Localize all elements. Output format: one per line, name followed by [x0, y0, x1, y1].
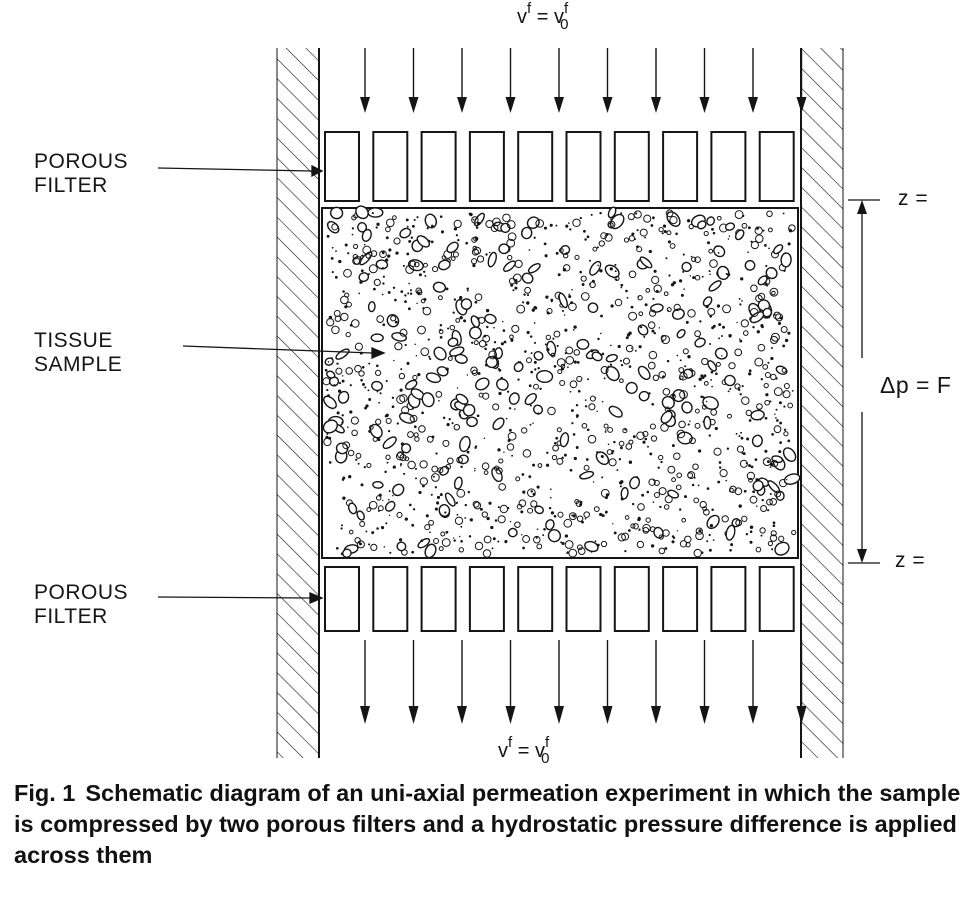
label-line-1: TISSUE [34, 329, 113, 352]
tissue-texture [322, 205, 801, 559]
flow-arrow [651, 640, 661, 724]
filter-pore [613, 131, 650, 202]
velocity-superscript: f [508, 734, 513, 751]
flow-arrow [554, 48, 564, 113]
bottom-velocity-label: vf = vf0 [498, 734, 549, 767]
tissue-sample-label: TISSUE SAMPLE [34, 329, 122, 377]
bottom-flow-arrows [360, 640, 807, 724]
caption-text: Schematic diagram of an uni-axial permea… [14, 780, 961, 868]
equals-sign: = [531, 6, 554, 28]
pressure-dimension [848, 199, 880, 564]
right-wall [800, 48, 844, 758]
velocity-superscript-rhs: f [544, 734, 550, 751]
label-line-1: POROUS [34, 150, 129, 173]
label-line-2: FILTER [34, 174, 108, 197]
leader-top-filter-head [311, 164, 324, 178]
filter-pore [468, 131, 505, 202]
label-line-1: POROUS [34, 581, 129, 604]
flow-arrow [699, 48, 710, 113]
leader-bottom-filter-head [309, 592, 324, 604]
top-flow-arrows [360, 48, 807, 113]
flow-arrow [360, 48, 370, 113]
permeation-diagram: vf = vf0 vf = vf0 POROUS FILTER TISSUE S… [34, 0, 952, 767]
porous-filter-top-label: POROUS FILTER [34, 150, 128, 198]
flow-arrow [748, 48, 758, 113]
filter-pore [662, 131, 699, 202]
velocity-symbol-rhs: v [534, 740, 545, 762]
filter-pore [420, 566, 457, 632]
filter-pore [710, 131, 747, 202]
filter-pore [468, 566, 505, 632]
velocity-superscript: f [527, 0, 532, 17]
flow-arrow [457, 48, 467, 113]
filter-pore [710, 566, 747, 632]
flow-arrow [457, 640, 467, 724]
filter-pore [372, 566, 409, 632]
filter-pore [758, 131, 795, 202]
z-top-label: z = [898, 187, 929, 210]
flow-arrow [360, 640, 370, 724]
filter-pore [420, 131, 457, 202]
flow-arrow [505, 48, 516, 113]
diagram-canvas [157, 48, 880, 758]
leader-lines [157, 164, 386, 604]
filter-pore [662, 566, 699, 632]
figure-caption: Fig. 1 Schematic diagram of an uni-axial … [14, 778, 964, 871]
filter-pore [613, 566, 650, 632]
filter-pore [517, 566, 554, 632]
flow-arrow [699, 640, 710, 724]
velocity-symbol: v [498, 740, 508, 762]
label-line-2: SAMPLE [34, 353, 123, 376]
left-wall [276, 48, 320, 758]
velocity-subscript-rhs: 0 [541, 750, 550, 767]
top-velocity-label: vf = vf0 [517, 0, 568, 33]
filter-pore [565, 131, 602, 202]
flow-arrow [602, 48, 613, 113]
filter-pore [324, 566, 360, 632]
flow-arrow [748, 640, 758, 724]
leader-bottom-filter [157, 596, 311, 599]
label-line-2: FILTER [34, 605, 108, 628]
filter-pore [324, 131, 360, 202]
velocity-subscript-rhs: 0 [560, 16, 569, 33]
dim-arrow-down [857, 549, 867, 563]
leader-top-filter [157, 167, 313, 172]
flow-arrow [651, 48, 661, 113]
figure-number: Fig. 1 [14, 780, 76, 806]
tissue-sample-block [321, 205, 801, 559]
filter-pore [372, 131, 409, 202]
velocity-symbol-rhs: v [553, 6, 564, 28]
velocity-symbol: v [517, 6, 527, 28]
filter-pore [758, 566, 795, 632]
porous-filter-bottom-label: POROUS FILTER [34, 581, 128, 629]
velocity-superscript-rhs: f [563, 0, 569, 17]
pressure-difference-label: Δp = F [880, 372, 952, 398]
bottom-porous-filter [324, 566, 795, 632]
flow-arrow [408, 640, 419, 724]
equals-sign: = [512, 740, 535, 762]
flow-arrow [554, 640, 564, 724]
filter-pore [565, 566, 602, 632]
flow-arrow [408, 48, 419, 113]
top-porous-filter [324, 131, 795, 202]
flow-arrow [796, 640, 807, 724]
flow-arrow [602, 640, 613, 724]
filter-pore [517, 131, 554, 202]
dim-arrow-up [857, 200, 867, 214]
leader-tissue-head [371, 347, 386, 359]
z-bottom-label: z = [895, 549, 926, 572]
flow-arrow [796, 48, 807, 113]
leader-tissue [182, 345, 373, 354]
flow-arrow [505, 640, 516, 724]
